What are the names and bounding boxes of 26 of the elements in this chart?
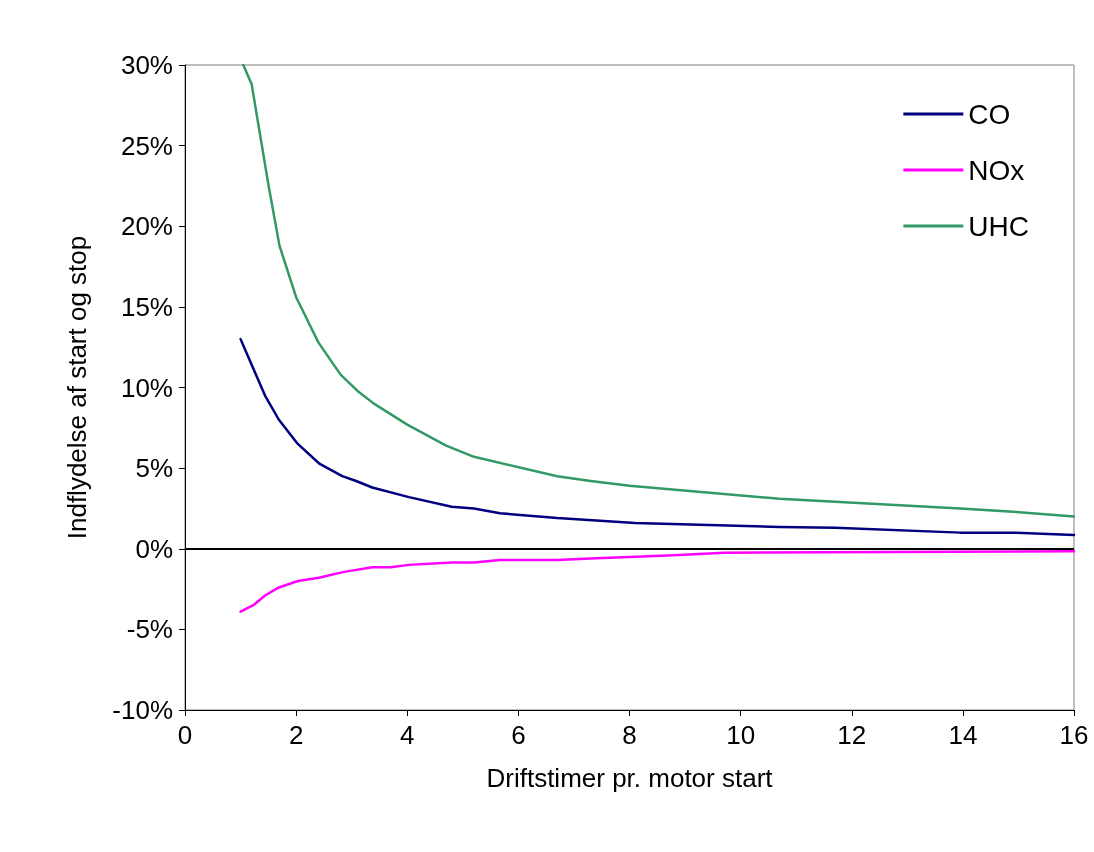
y-tick-label: 25% — [120, 130, 173, 161]
y-tick-label: -10% — [112, 695, 173, 725]
x-tick-label: 8 — [622, 720, 637, 750]
x-tick-label: 4 — [400, 720, 415, 750]
legend-label: UHC — [968, 210, 1030, 242]
x-tick-label: 14 — [948, 720, 978, 750]
line-series — [242, 63, 1076, 518]
x-tick-label: 10 — [726, 720, 756, 750]
x-tick-label: 16 — [1059, 720, 1089, 750]
line-series — [239, 549, 1076, 613]
y-tick-label: -5% — [126, 614, 173, 645]
y-tick-label: 5% — [135, 453, 173, 484]
y-tick-label: 10% — [120, 372, 173, 403]
x-tick-label: 12 — [837, 720, 867, 750]
y-tick-label: 15% — [120, 291, 173, 322]
y-tick-label: 0% — [135, 533, 173, 564]
legend-label: NOx — [968, 154, 1025, 186]
y-tick-label: 20% — [120, 211, 173, 242]
x-tick-label: 6 — [511, 720, 526, 750]
line-series — [239, 337, 1076, 537]
x-tick-label: 2 — [288, 720, 304, 750]
x-axis-title: Driftstimer pr. motor start — [486, 763, 774, 793]
y-tick-label: 30% — [120, 50, 173, 80]
legend-label: CO — [968, 98, 1011, 130]
y-axis-title: Indflydelse af start og stop — [62, 235, 92, 540]
x-tick-label: 0 — [177, 720, 193, 750]
